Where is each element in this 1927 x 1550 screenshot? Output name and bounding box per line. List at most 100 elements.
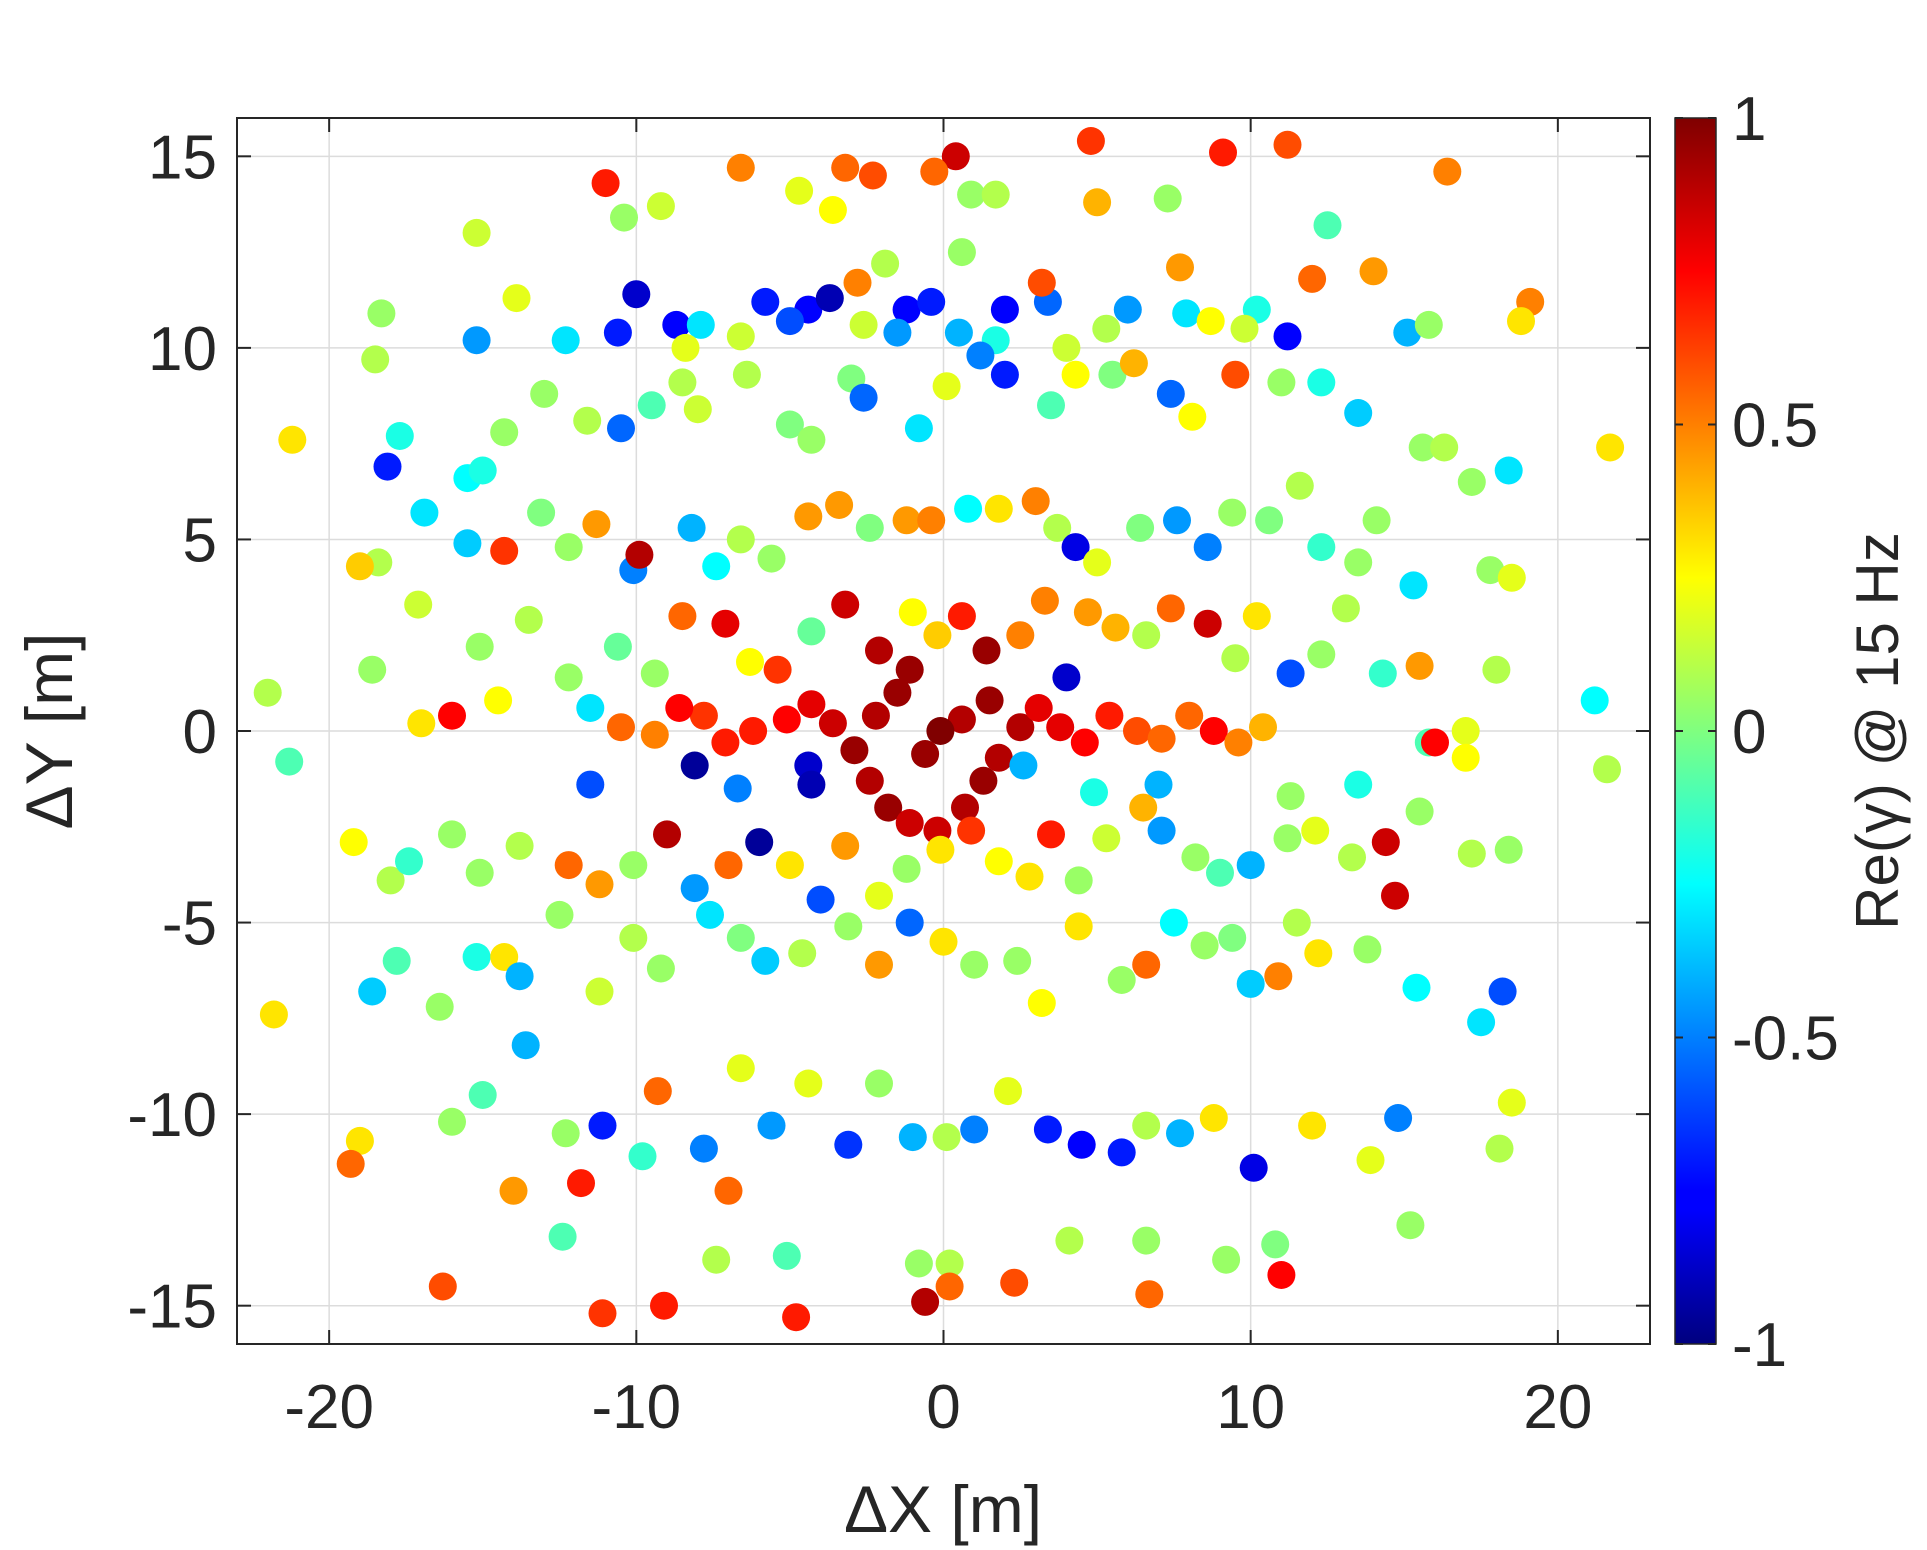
data-point [425,992,454,1021]
data-point [911,740,940,768]
data-point [576,770,605,799]
data-point [1451,743,1480,772]
data-point [1282,908,1311,937]
data-point [994,1077,1022,1106]
data-point [1156,594,1185,623]
data-point [1476,556,1505,585]
data-point [917,506,946,535]
data-point [554,851,583,880]
data-point [358,655,387,684]
data-point [1304,939,1333,968]
data-point [1359,257,1388,286]
data-point [1224,728,1253,757]
data-point [680,874,709,903]
data-point [610,203,638,232]
data-point [1006,621,1035,650]
data-point [849,310,878,339]
data-point [785,176,814,205]
data-point [1006,713,1035,742]
data-point [732,360,761,389]
data-point [1030,586,1059,615]
y-tick-label: 0 [183,698,217,767]
colorbar-tick-label: 0 [1732,698,1766,767]
data-point [757,1111,786,1140]
data-point [1267,368,1296,397]
data-point [1052,333,1081,362]
data-point [683,395,712,424]
x-tick-label: -10 [592,1373,682,1442]
data-point [865,1069,893,1098]
data-point [834,912,863,941]
colorbar-label: Re(γ) @ 15 Hz [1844,532,1911,930]
data-point [1236,969,1265,998]
data-point [1153,184,1182,213]
y-tick-label: -10 [127,1081,217,1150]
data-point [1052,663,1081,692]
data-point [1064,912,1093,941]
data-point [650,1291,678,1320]
data-point [607,713,635,742]
data-point [407,709,436,738]
data-point [438,820,466,849]
x-axis-ticks: -20 -10 0 10 20 [284,118,1592,1442]
data-point [1172,299,1201,328]
data-point [1178,402,1207,431]
data-point [1156,379,1185,408]
data-point [1083,548,1112,577]
data-point [336,1149,365,1178]
data-point [947,602,976,631]
data-point [714,851,743,880]
data-point [278,425,307,454]
data-point [1362,506,1391,535]
data-point [585,977,614,1006]
x-tick-label: -20 [284,1373,374,1442]
data-point [1064,866,1093,895]
data-point [588,1111,617,1140]
data-point [917,287,946,316]
data-point [573,406,602,435]
data-point [911,1287,940,1316]
data-point [969,766,998,795]
data-point [797,770,826,799]
data-point [775,851,804,880]
data-point [871,249,900,278]
data-point [502,284,531,313]
data-point [904,414,933,443]
data-point [607,414,635,443]
data-point [951,793,979,822]
data-point [640,659,669,688]
data-point [714,1176,743,1205]
x-tick-label: 20 [1523,1373,1592,1442]
data-point [865,950,893,979]
data-point [1485,1134,1514,1163]
data-point [797,425,826,454]
data-point [711,728,740,757]
data-point [677,513,706,542]
data-point [843,268,872,297]
data-point [1236,851,1265,880]
y-axis-label: ΔY [m] [12,633,86,830]
data-point [1261,1230,1290,1259]
data-point [736,648,764,676]
data-point [751,946,780,975]
data-point [960,1115,989,1144]
data-point [551,326,580,355]
data-point [1132,1111,1161,1140]
data-point [465,858,494,887]
data-point [1159,908,1188,937]
data-point [957,816,986,845]
data-point [499,1176,528,1205]
data-point [1033,1115,1062,1144]
data-point [582,510,611,539]
data-point [981,180,1010,209]
data-point [395,847,423,876]
x-axis-label: ΔX [m] [844,1472,1042,1546]
data-point [468,1081,497,1109]
data-point [567,1169,595,1198]
data-point [726,525,755,554]
data-point [385,422,414,450]
data-point [1003,946,1032,975]
data-point [1199,1104,1228,1132]
data-point [671,333,700,362]
data-point [1046,713,1075,742]
